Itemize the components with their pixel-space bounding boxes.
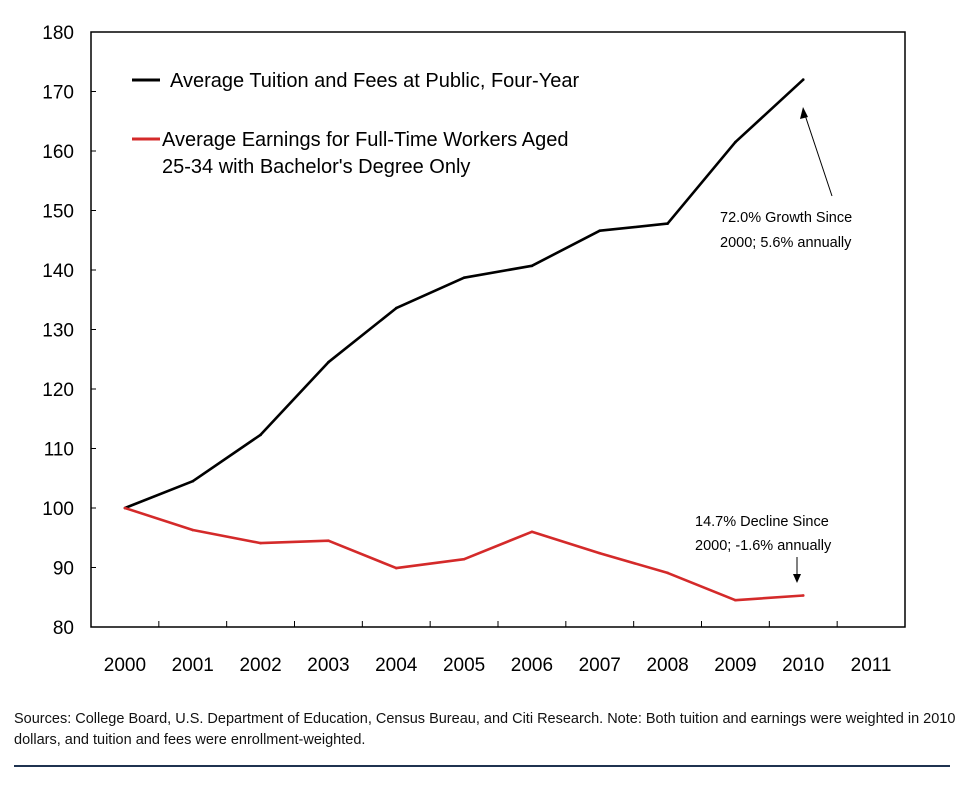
data-point-earnings xyxy=(394,566,398,570)
data-point-tuition xyxy=(666,222,669,225)
annotation-growth-arrow xyxy=(803,111,833,197)
y-tick-label: 180 xyxy=(42,23,74,44)
sources-note: Sources: College Board, U.S. Department … xyxy=(14,711,956,748)
data-point-earnings xyxy=(598,551,602,555)
arrowhead-icon xyxy=(793,574,801,583)
data-point-earnings xyxy=(123,506,127,510)
footer-divider xyxy=(14,765,950,767)
data-point-earnings xyxy=(801,594,805,597)
legend: Average Tuition and Fees at Public, Four… xyxy=(132,70,579,178)
y-tick-label: 160 xyxy=(42,142,74,163)
legend-label-earnings-line1: Average Earnings for Full-Time Workers A… xyxy=(162,129,568,151)
data-point-earnings xyxy=(530,530,534,534)
x-tick-label: 2009 xyxy=(714,655,756,676)
x-tick-label: 2002 xyxy=(239,655,281,676)
data-point-tuition xyxy=(259,433,262,437)
data-point-earnings xyxy=(259,541,262,545)
x-tick-label: 2005 xyxy=(443,655,485,676)
x-tick-label: 2007 xyxy=(579,655,621,676)
y-tick-label: 140 xyxy=(42,261,74,282)
data-point-earnings xyxy=(666,571,669,575)
x-tick-label: 2001 xyxy=(172,655,214,676)
x-tick-label: 2010 xyxy=(782,655,824,676)
y-tick-label: 110 xyxy=(44,440,74,461)
y-tick-label: 100 xyxy=(42,499,74,520)
annotation-decline-line1: 14.7% Decline Since xyxy=(695,514,829,530)
data-point-tuition xyxy=(327,360,330,364)
x-tick-label: 2003 xyxy=(307,655,349,676)
y-tick-label: 170 xyxy=(42,83,74,104)
annotation-growth-line1: 72.0% Growth Since xyxy=(720,210,852,226)
y-tick-label: 80 xyxy=(53,618,74,639)
y-tick-label: 130 xyxy=(42,321,74,342)
y-tick-label: 120 xyxy=(42,380,74,401)
x-tick-label: 2006 xyxy=(511,655,553,676)
data-point-tuition xyxy=(801,78,805,81)
data-point-tuition xyxy=(394,306,398,310)
y-tick-label: 90 xyxy=(53,559,74,580)
annotation-growth-line2: 2000; 5.6% annually xyxy=(720,235,852,251)
x-tick-label: 2011 xyxy=(851,655,892,676)
data-point-earnings xyxy=(191,528,195,532)
data-point-tuition xyxy=(191,479,195,483)
legend-label-earnings-line2: 25-34 with Bachelor's Degree Only xyxy=(162,156,470,178)
arrowhead-icon xyxy=(800,107,808,119)
y-tick-label: 150 xyxy=(42,202,74,223)
data-point-tuition xyxy=(530,264,534,268)
data-point-tuition xyxy=(734,140,737,144)
annotation-growth: 72.0% Growth Since 2000; 5.6% annually xyxy=(720,107,852,251)
annotation-decline: 14.7% Decline Since 2000; -1.6% annually xyxy=(695,514,832,583)
legend-label-tuition: Average Tuition and Fees at Public, Four… xyxy=(170,70,579,92)
data-point-tuition xyxy=(462,276,466,280)
data-point-tuition xyxy=(598,229,602,233)
data-point-earnings xyxy=(734,598,737,602)
x-tick-label: 2004 xyxy=(375,655,418,676)
x-tick-label: 2000 xyxy=(104,655,146,676)
data-point-earnings xyxy=(462,557,466,561)
x-tick-label: 2008 xyxy=(646,655,688,676)
annotation-decline-line2: 2000; -1.6% annually xyxy=(695,538,832,554)
chart: 80 90 100 110 120 130 140 150 160 170 180 2000 2001… xyxy=(42,23,906,676)
data-point-earnings xyxy=(327,539,330,543)
